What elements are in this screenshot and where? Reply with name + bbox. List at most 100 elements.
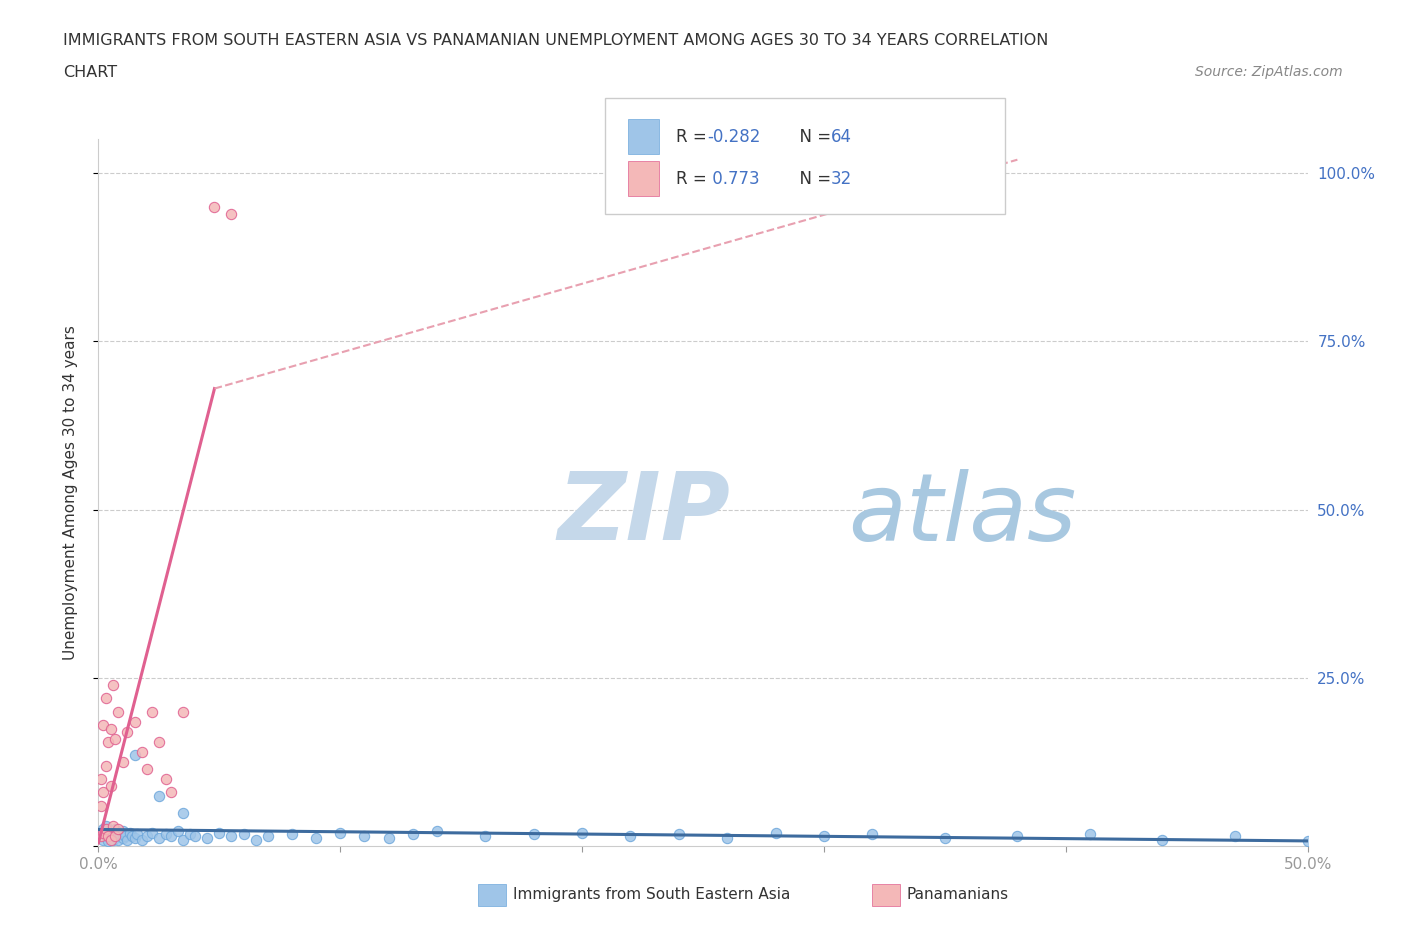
Point bbox=[934, 830, 956, 845]
Point bbox=[111, 824, 134, 839]
Point bbox=[91, 822, 114, 837]
Text: ZIP: ZIP bbox=[558, 468, 731, 560]
Text: 0.773: 0.773 bbox=[707, 169, 759, 188]
Point bbox=[208, 826, 231, 841]
Text: Immigrants from South Eastern Asia: Immigrants from South Eastern Asia bbox=[513, 887, 790, 902]
Text: atlas: atlas bbox=[848, 469, 1077, 560]
Point bbox=[100, 721, 122, 736]
Point bbox=[91, 826, 114, 841]
Point bbox=[353, 829, 375, 844]
Point bbox=[172, 704, 194, 719]
Point bbox=[167, 824, 190, 839]
Point bbox=[91, 832, 114, 847]
Text: N =: N = bbox=[789, 169, 837, 188]
Point bbox=[131, 832, 153, 847]
Point bbox=[221, 829, 243, 844]
Text: R =: R = bbox=[676, 127, 713, 146]
Point bbox=[94, 829, 117, 844]
Point bbox=[141, 704, 163, 719]
Point bbox=[124, 748, 146, 763]
Text: CHART: CHART bbox=[63, 65, 117, 80]
Point bbox=[716, 830, 738, 845]
Point bbox=[523, 827, 546, 842]
Point bbox=[94, 758, 117, 773]
Point bbox=[1296, 833, 1319, 848]
Point bbox=[90, 829, 112, 844]
Point bbox=[108, 827, 131, 842]
Point bbox=[100, 824, 122, 839]
Point bbox=[305, 830, 328, 845]
Point bbox=[111, 755, 134, 770]
Point bbox=[221, 206, 243, 221]
Point bbox=[117, 724, 139, 739]
Point bbox=[160, 829, 183, 844]
Point bbox=[104, 731, 127, 746]
Point bbox=[155, 772, 177, 787]
Point bbox=[97, 833, 120, 848]
Point bbox=[172, 832, 194, 847]
Point bbox=[426, 824, 449, 839]
Point bbox=[100, 830, 122, 845]
Point bbox=[155, 827, 177, 842]
Text: R =: R = bbox=[676, 169, 713, 188]
Point bbox=[117, 832, 139, 847]
Point bbox=[104, 829, 127, 844]
Point bbox=[127, 827, 149, 842]
Point bbox=[107, 704, 129, 719]
Text: N =: N = bbox=[789, 127, 837, 146]
Point bbox=[571, 826, 593, 841]
Point bbox=[107, 832, 129, 847]
Point bbox=[97, 827, 120, 842]
Point bbox=[813, 829, 835, 844]
Text: Panamanians: Panamanians bbox=[907, 887, 1010, 902]
Text: -0.282: -0.282 bbox=[707, 127, 761, 146]
Point bbox=[329, 826, 352, 841]
Point bbox=[179, 827, 201, 842]
Point bbox=[148, 830, 170, 845]
Point bbox=[148, 735, 170, 750]
Point bbox=[1223, 829, 1246, 844]
Point bbox=[91, 718, 114, 733]
Point bbox=[619, 829, 641, 844]
Point bbox=[101, 826, 124, 841]
Point bbox=[1078, 827, 1101, 842]
Point bbox=[148, 789, 170, 804]
Y-axis label: Unemployment Among Ages 30 to 34 years: Unemployment Among Ages 30 to 34 years bbox=[63, 326, 77, 660]
Point bbox=[765, 826, 787, 841]
Point bbox=[90, 826, 112, 841]
Point bbox=[104, 829, 127, 844]
Point bbox=[114, 829, 136, 844]
Point bbox=[124, 714, 146, 729]
Point bbox=[402, 827, 425, 842]
Point bbox=[97, 735, 120, 750]
Point bbox=[104, 822, 127, 837]
Point bbox=[135, 762, 157, 777]
Point bbox=[111, 830, 134, 845]
Point bbox=[377, 830, 399, 845]
Point bbox=[101, 677, 124, 692]
Point bbox=[91, 785, 114, 800]
Point bbox=[101, 818, 124, 833]
Point bbox=[141, 826, 163, 841]
Point bbox=[101, 832, 124, 847]
Point bbox=[172, 805, 194, 820]
Point bbox=[1007, 829, 1029, 844]
Point bbox=[184, 829, 207, 844]
Point bbox=[90, 772, 112, 787]
Point bbox=[860, 827, 883, 842]
Point bbox=[97, 829, 120, 844]
Point bbox=[94, 691, 117, 706]
Point bbox=[160, 785, 183, 800]
Point bbox=[121, 829, 143, 844]
Point bbox=[94, 822, 117, 837]
Point bbox=[256, 829, 278, 844]
Point bbox=[124, 830, 146, 845]
Point bbox=[245, 832, 267, 847]
Point bbox=[94, 818, 117, 833]
Point bbox=[204, 199, 226, 214]
Point bbox=[131, 745, 153, 760]
Text: 32: 32 bbox=[831, 169, 852, 188]
Point bbox=[107, 822, 129, 837]
Point bbox=[118, 826, 141, 841]
Text: IMMIGRANTS FROM SOUTH EASTERN ASIA VS PANAMANIAN UNEMPLOYMENT AMONG AGES 30 TO 3: IMMIGRANTS FROM SOUTH EASTERN ASIA VS PA… bbox=[63, 33, 1049, 47]
